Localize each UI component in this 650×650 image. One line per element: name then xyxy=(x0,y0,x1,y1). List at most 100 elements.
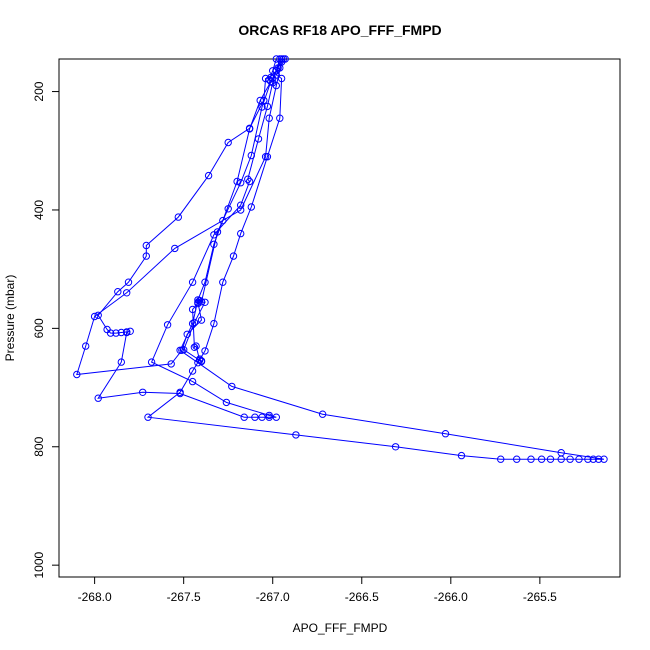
data-point xyxy=(171,244,179,253)
data-point xyxy=(258,103,266,111)
data-point xyxy=(219,278,227,286)
plot-frame xyxy=(58,58,621,578)
data-point xyxy=(197,357,206,366)
data-point xyxy=(441,430,450,438)
data-point xyxy=(276,114,284,122)
chart-title: ORCAS RF18 APO_FFF_FMPD xyxy=(238,22,441,38)
series-line xyxy=(146,58,605,460)
x-tick-label: -265.5 xyxy=(523,590,557,604)
data-point xyxy=(144,413,152,421)
data-point xyxy=(237,229,245,238)
data-point xyxy=(114,288,122,296)
data-point xyxy=(94,394,102,402)
data-point xyxy=(546,455,555,463)
data-point xyxy=(584,455,592,463)
data-point xyxy=(194,298,202,306)
data-point xyxy=(245,177,254,186)
data-point xyxy=(594,455,603,463)
data-point xyxy=(197,316,206,324)
data-point xyxy=(589,455,597,463)
y-tick-label: 400 xyxy=(32,200,46,220)
data-point xyxy=(272,67,280,75)
data-point xyxy=(258,413,266,421)
data-point xyxy=(600,455,608,463)
data-point xyxy=(318,410,327,418)
data-point xyxy=(123,289,131,297)
data-point xyxy=(247,151,256,160)
x-axis-label: APO_FFF_FMPD xyxy=(293,621,388,635)
data-point xyxy=(237,201,245,209)
data-point xyxy=(272,413,280,421)
data-point xyxy=(106,329,115,337)
data-point xyxy=(183,330,191,338)
data-point xyxy=(497,455,505,463)
data-point xyxy=(244,175,252,183)
data-point xyxy=(112,329,120,337)
data-point xyxy=(219,216,227,225)
data-point xyxy=(557,449,565,457)
data-point xyxy=(139,388,147,396)
data-point xyxy=(190,343,199,351)
data-point xyxy=(566,455,574,463)
data-point xyxy=(197,298,206,306)
data-point xyxy=(251,413,259,421)
data-point xyxy=(210,319,218,328)
data-point xyxy=(126,327,134,335)
data-point xyxy=(224,205,232,213)
x-tick-label: -266.5 xyxy=(345,590,379,604)
data-point xyxy=(245,124,254,133)
x-tick-label: -268.0 xyxy=(78,590,112,604)
data-point xyxy=(213,228,222,236)
y-tick-label: 800 xyxy=(32,436,46,456)
data-point xyxy=(178,346,186,354)
data-point xyxy=(196,355,204,363)
data-point xyxy=(537,455,546,463)
data-point xyxy=(73,370,81,379)
data-point xyxy=(124,278,133,286)
data-point xyxy=(123,328,131,337)
data-point xyxy=(174,213,183,221)
y-axis-label: Pressure (mbar) xyxy=(3,275,17,362)
data-point xyxy=(201,298,209,306)
data-point xyxy=(94,311,102,319)
data-point xyxy=(222,398,231,407)
data-point xyxy=(575,455,583,463)
x-tick-label: -267.5 xyxy=(167,590,201,604)
data-point xyxy=(188,305,197,314)
data-point xyxy=(142,252,151,260)
x-tick-label: -266.0 xyxy=(434,590,468,604)
data-point xyxy=(457,451,466,460)
data-point xyxy=(188,367,197,375)
series-layer xyxy=(73,55,608,463)
data-point xyxy=(176,389,184,398)
x-tick-label: -267.0 xyxy=(256,590,290,604)
data-point xyxy=(240,413,248,421)
data-point xyxy=(247,203,256,211)
series-3 xyxy=(73,55,286,379)
data-point xyxy=(272,81,280,90)
data-point xyxy=(265,411,273,420)
data-point xyxy=(167,360,175,368)
y-axis: 200 400 600 800 1000 xyxy=(32,81,59,579)
data-point xyxy=(201,347,209,355)
data-point xyxy=(265,114,273,122)
data-point xyxy=(163,321,172,329)
data-point xyxy=(263,102,272,111)
data-point xyxy=(237,179,245,187)
series-line xyxy=(76,58,283,376)
series-1 xyxy=(144,55,608,463)
data-point xyxy=(277,58,286,66)
y-tick-label: 600 xyxy=(32,318,46,338)
data-point xyxy=(117,328,126,337)
data-point xyxy=(233,177,241,186)
data-point xyxy=(229,252,238,260)
data-point xyxy=(204,171,213,180)
data-point xyxy=(267,77,275,86)
data-point xyxy=(188,278,197,286)
data-point xyxy=(147,358,156,366)
y-tick-label: 1000 xyxy=(32,551,46,578)
data-point xyxy=(391,443,400,451)
data-point xyxy=(261,153,270,161)
data-point xyxy=(82,342,90,350)
